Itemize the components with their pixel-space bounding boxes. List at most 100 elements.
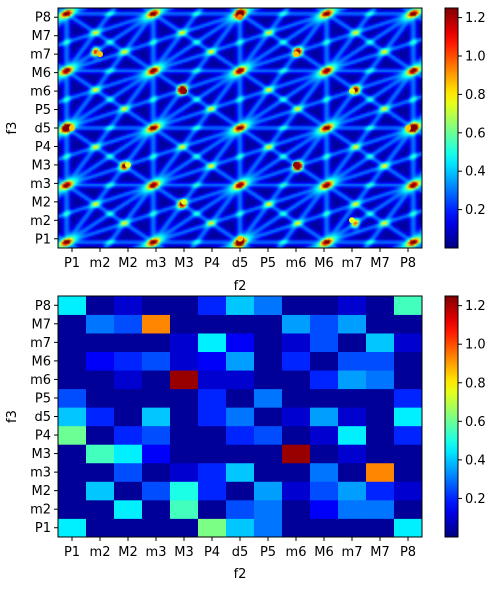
y-tick-label: P1 — [35, 521, 51, 536]
y-tick-label: P5 — [35, 391, 51, 406]
heatmap-cell — [198, 314, 227, 334]
heatmap-cell — [170, 388, 199, 408]
heatmap-cell — [226, 388, 255, 408]
heatmap-cell — [338, 518, 367, 538]
y-tick-label: m7 — [30, 48, 51, 63]
colorbar-tick-label: 1.0 — [465, 338, 486, 353]
heatmap-cell — [58, 518, 87, 538]
heatmap-cell — [282, 351, 311, 371]
colorbar-tick-label: 1.2 — [465, 299, 486, 314]
heatmap-cell — [198, 296, 227, 315]
heatmap-cell — [394, 518, 423, 538]
colorbar-tick-label: 0.4 — [465, 165, 486, 180]
heatmap-cell — [282, 296, 311, 315]
heatmap-cell — [254, 333, 283, 353]
heatmap-cell — [58, 296, 87, 315]
heatmap-cell — [338, 370, 367, 390]
heatmap-cell — [310, 425, 339, 445]
x-tick-label: m7 — [342, 256, 363, 271]
heatmap-cell — [310, 351, 339, 371]
x-tick-label: M7 — [370, 545, 390, 560]
heatmap-cell — [310, 462, 339, 482]
heatmap-cell — [366, 296, 395, 315]
heatmap-cell — [282, 481, 311, 501]
heatmap-cell — [366, 481, 395, 501]
heatmap-cell — [366, 444, 395, 464]
heatmap-cell — [394, 370, 423, 390]
heatmap-cell — [86, 518, 115, 538]
heatmap-cell — [366, 333, 395, 353]
heatmap-cell — [226, 425, 255, 445]
y-tick-label: M3 — [32, 158, 52, 173]
heatmap-cell — [226, 462, 255, 482]
heatmap-cell — [170, 499, 199, 519]
heatmap-cell — [282, 499, 311, 519]
x-tick-label: d5 — [232, 545, 249, 560]
heatmap-cell — [282, 518, 311, 538]
y-tick-label: m3 — [30, 466, 51, 481]
y-tick-label: P8 — [35, 11, 51, 26]
heatmap-cell — [170, 370, 199, 390]
heatmap-cell — [58, 388, 87, 408]
y-tick-label: d5 — [34, 122, 51, 137]
heatmap-cell — [114, 407, 143, 427]
heatmap-cell — [366, 425, 395, 445]
heatmap-cell — [254, 518, 283, 538]
heatmap-cell — [226, 296, 255, 315]
heatmap-cell — [310, 407, 339, 427]
heatmap-cell — [282, 425, 311, 445]
y-tick-label: M7 — [32, 317, 52, 332]
x-tick-label: m3 — [146, 545, 167, 560]
heatmap-cell — [198, 407, 227, 427]
x-axis-label: f2 — [234, 279, 247, 294]
y-tick-label: M6 — [32, 354, 52, 369]
heatmap-cell — [114, 388, 143, 408]
heatmap-cell — [170, 425, 199, 445]
x-tick-label: m3 — [146, 256, 167, 271]
x-tick-label: P5 — [260, 545, 276, 560]
heatmap-cell — [142, 425, 171, 445]
peak-mark — [293, 51, 299, 58]
y-tick-label: m2 — [30, 503, 51, 518]
x-tick-label: P1 — [64, 256, 80, 271]
heatmap-cell — [114, 499, 143, 519]
heatmap-cell — [310, 518, 339, 538]
peak-mark — [125, 161, 131, 168]
y-tick-label: M6 — [32, 66, 52, 81]
peak-mark — [237, 235, 243, 242]
y-tick-label: d5 — [34, 410, 51, 425]
heatmap-cell — [282, 388, 311, 408]
heatmap-cell — [310, 296, 339, 315]
heatmap-cell — [198, 333, 227, 353]
y-tick-label: m6 — [30, 85, 51, 100]
heatmap-cell — [338, 407, 367, 427]
heatmap-cell — [254, 351, 283, 371]
y-axis-label: f3 — [5, 122, 20, 135]
top-heatmap-image — [58, 8, 422, 248]
colorbar-tick-label: 1.2 — [465, 11, 486, 26]
heatmap-cell — [58, 370, 87, 390]
heatmap-cell — [142, 314, 171, 334]
peak-mark — [293, 161, 299, 168]
heatmap-cell — [86, 333, 115, 353]
heatmap-cell — [86, 444, 115, 464]
heatmap-cell — [114, 296, 143, 315]
heatmap-cell — [254, 499, 283, 519]
heatmap-cell — [226, 518, 255, 538]
colorbar-tick-label: 0.6 — [465, 126, 486, 141]
y-tick-label: m3 — [30, 177, 51, 192]
y-tick-label: M2 — [32, 195, 52, 210]
heatmap-cell — [58, 425, 87, 445]
heatmap-cell — [142, 444, 171, 464]
heatmap-cell — [282, 462, 311, 482]
peak-mark — [237, 14, 243, 21]
x-tick-label: M3 — [174, 545, 194, 560]
heatmap-cell — [198, 462, 227, 482]
heatmap-cell — [282, 407, 311, 427]
heatmap-cell — [198, 388, 227, 408]
heatmap-cell — [366, 499, 395, 519]
heatmap-cell — [114, 425, 143, 445]
heatmap-cell — [226, 351, 255, 371]
heatmap-cell — [254, 444, 283, 464]
